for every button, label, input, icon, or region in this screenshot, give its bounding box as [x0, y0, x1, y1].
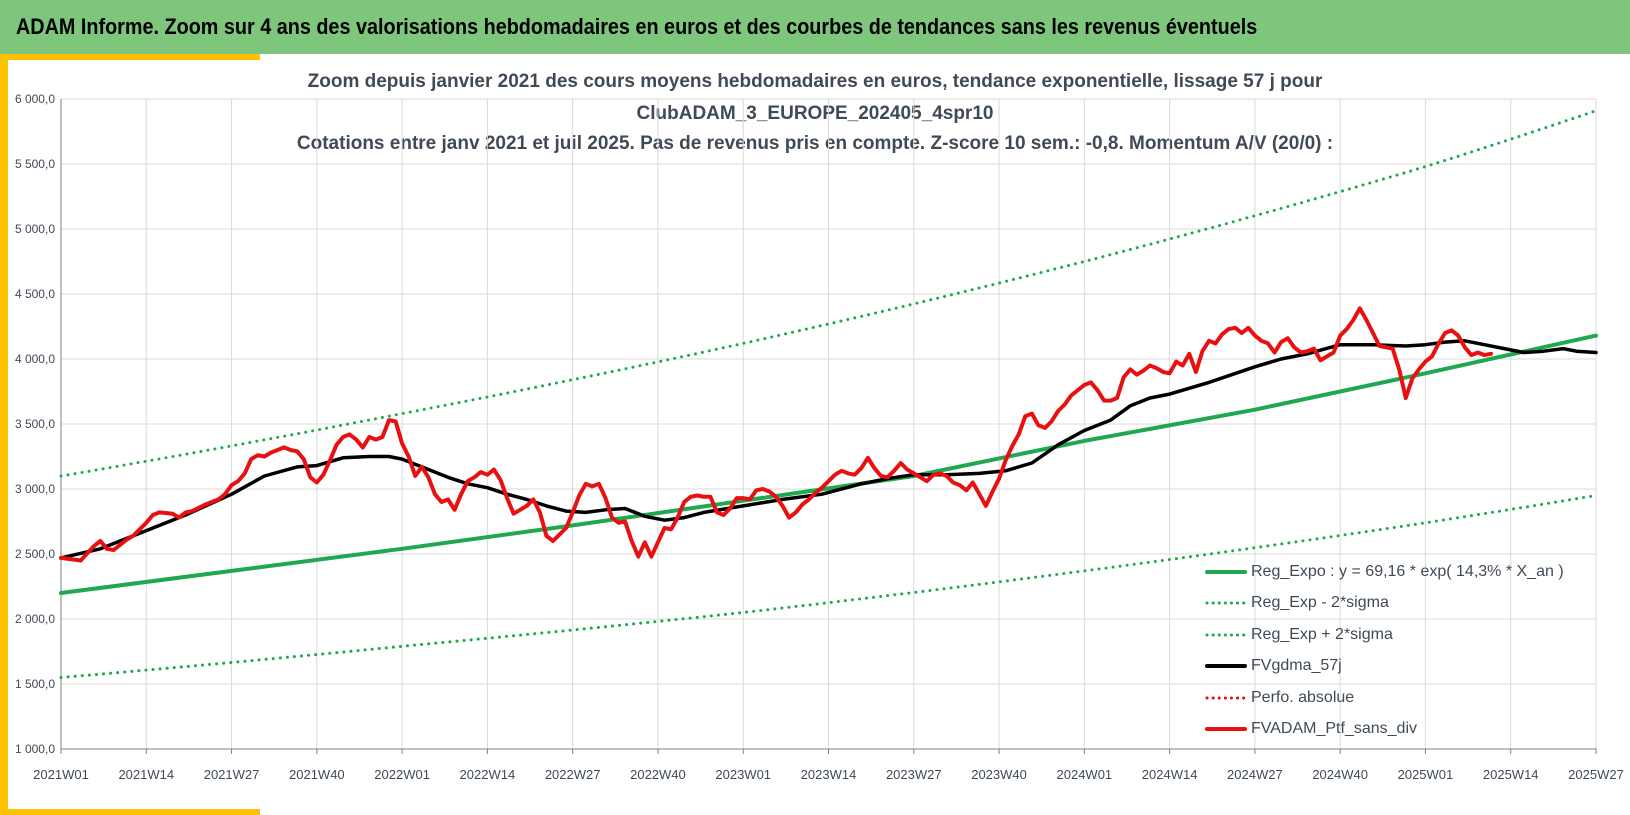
- x-tick-label: 2024W27: [1227, 767, 1283, 782]
- legend-item: Reg_Exp + 2*sigma: [1205, 619, 1564, 651]
- legend-item: FVgdma_57j: [1205, 651, 1564, 683]
- x-axis-ticks: 2021W01 2021W14 2021W27 2021W40 2022W01 2022W…: [33, 749, 1624, 782]
- y-tick-label: 2 000,0: [15, 612, 55, 626]
- x-tick-label: 2023W27: [886, 767, 942, 782]
- chart-title-line-2: ClubADAM_3_EUROPE_202405_4spr10: [636, 103, 994, 124]
- y-tick-label: 6 000,0: [15, 92, 55, 106]
- x-tick-label: 2021W27: [204, 767, 260, 782]
- legend-item: Reg_Expo : y = 69,16 * exp( 14,3% * X_an…: [1205, 556, 1564, 588]
- series-line-reg-expo-y-69-16-exp-14-3-x-an: [59, 333, 1598, 595]
- legend-label: Reg_Expo : y = 69,16 * exp( 14,3% * X_an…: [1251, 562, 1564, 580]
- legend-swatch: [1205, 696, 1247, 700]
- y-tick-label: 2 500,0: [15, 547, 55, 561]
- legend-label: FVADAM_Ptf_sans_div: [1251, 720, 1417, 738]
- x-tick-label: 2021W01: [33, 767, 89, 782]
- series-lines: [59, 109, 1598, 679]
- header-banner: ADAM Informe. Zoom sur 4 ans des valoris…: [0, 0, 1630, 54]
- series-line-reg-exp-2-sigma: [59, 494, 1598, 679]
- chart-title-line-3: Cotations entre janv 2021 et juil 2025. …: [296, 133, 1334, 154]
- series-line-fvgdma-57j: [59, 339, 1598, 560]
- y-axis-ticks: 1 000,0 1 500,0 2 000,0 2 500,0 3 000,0 3 500…: [15, 92, 55, 756]
- x-tick-label: 2022W27: [545, 767, 601, 782]
- x-tick-label: 2024W01: [1057, 767, 1113, 782]
- y-tick-label: 3 000,0: [15, 482, 55, 496]
- x-tick-label: 2025W27: [1568, 767, 1624, 782]
- chart-title-line-1: Zoom depuis janvier 2021 des cours moyen…: [307, 71, 1323, 92]
- y-tick-label: 1 500,0: [15, 677, 55, 691]
- x-tick-label: 2021W40: [289, 767, 345, 782]
- x-tick-label: 2022W14: [460, 767, 516, 782]
- legend-label: Perfo. absolue: [1251, 688, 1355, 706]
- y-tick-label: 3 500,0: [15, 417, 55, 431]
- x-tick-label: 2023W14: [801, 767, 857, 782]
- y-tick-label: 4 500,0: [15, 287, 55, 301]
- legend-swatch: [1205, 633, 1247, 637]
- accent-bar-top: [0, 54, 8, 815]
- y-tick-label: 1 000,0: [15, 742, 55, 756]
- legend-label: FVgdma_57j: [1251, 657, 1342, 675]
- legend-swatch: [1205, 569, 1247, 574]
- x-tick-label: 2025W01: [1398, 767, 1454, 782]
- series-line-fvadam-ptf-sans-div: [59, 306, 1493, 563]
- header-title: ADAM Informe. Zoom sur 4 ans des valoris…: [16, 14, 1258, 39]
- legend-swatch: [1205, 601, 1247, 605]
- y-tick-label: 4 000,0: [15, 352, 55, 366]
- x-tick-label: 2025W14: [1483, 767, 1539, 782]
- x-tick-label: 2021W14: [118, 767, 174, 782]
- x-tick-label: 2023W40: [971, 767, 1027, 782]
- legend-swatch: [1205, 727, 1247, 732]
- legend-item: Reg_Exp - 2*sigma: [1205, 588, 1564, 620]
- x-tick-label: 2022W40: [630, 767, 686, 782]
- y-tick-label: 5 000,0: [15, 222, 55, 236]
- accent-bar-top-left: [0, 54, 260, 60]
- legend: Reg_Expo : y = 69,16 * exp( 14,3% * X_an…: [1205, 556, 1564, 745]
- x-tick-label: 2022W01: [374, 767, 430, 782]
- x-tick-label: 2024W14: [1142, 767, 1198, 782]
- legend-item: Perfo. absolue: [1205, 682, 1564, 714]
- x-tick-label: 2024W40: [1312, 767, 1368, 782]
- legend-swatch: [1205, 664, 1247, 669]
- x-tick-label: 2023W01: [715, 767, 771, 782]
- legend-label: Reg_Exp - 2*sigma: [1251, 594, 1389, 612]
- legend-item: FVADAM_Ptf_sans_div: [1205, 714, 1564, 746]
- legend-label: Reg_Exp + 2*sigma: [1251, 625, 1393, 643]
- accent-bar-bottom-left: [0, 809, 260, 815]
- y-tick-label: 5 500,0: [15, 157, 55, 171]
